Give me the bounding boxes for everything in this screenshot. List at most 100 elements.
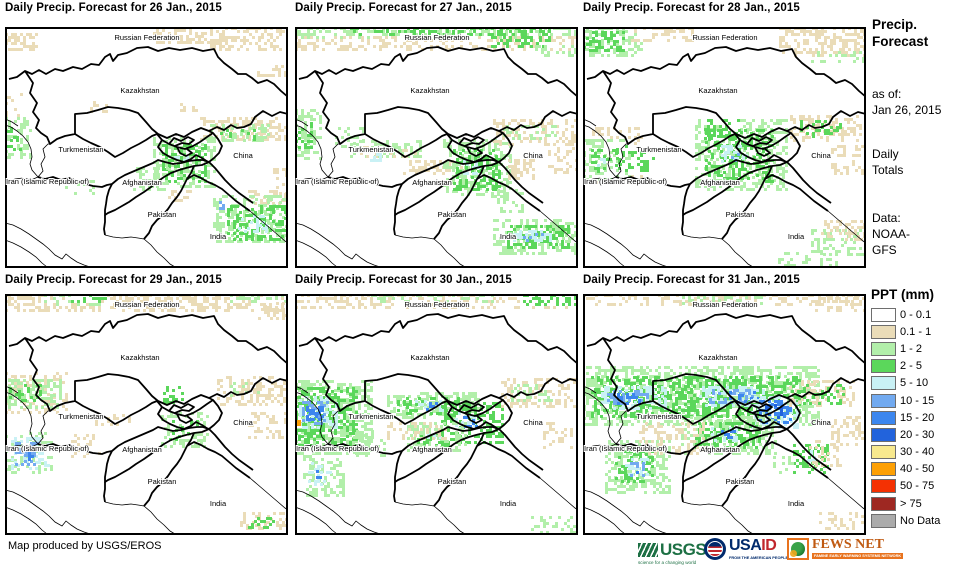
legend-row: 0.1 - 1 <box>871 323 940 340</box>
usgs-wave-icon <box>638 543 658 557</box>
country-label: Iran (Islamic Republic of) <box>6 444 89 453</box>
legend-swatch <box>871 427 896 442</box>
legend-row: 50 - 75 <box>871 478 940 495</box>
country-label: India <box>210 232 227 241</box>
legend-swatch <box>871 496 896 511</box>
country-label: Afghanistan <box>700 445 740 454</box>
country-label: Pakistan <box>726 210 755 219</box>
country-label: China <box>811 418 831 427</box>
legend-label: 20 - 30 <box>900 428 935 441</box>
legend-label: 0 - 0.1 <box>900 308 932 321</box>
usaid-text-id: ID <box>761 537 777 554</box>
legend-label: 5 - 10 <box>900 377 929 390</box>
country-label: Iran (Islamic Republic of) <box>6 177 89 186</box>
usaid-tagline: FROM THE AMERICAN PEOPLE <box>729 555 789 560</box>
data-source-label: Data: <box>872 211 901 225</box>
legend-swatch <box>871 513 896 528</box>
legend-swatch <box>871 445 896 460</box>
legend-swatch <box>871 410 896 425</box>
country-label: Pakistan <box>438 477 467 486</box>
legend-row: 20 - 30 <box>871 426 940 443</box>
legend-swatch <box>871 341 896 356</box>
fewsnet-globe-icon <box>787 538 809 560</box>
country-label: Afghanistan <box>700 178 740 187</box>
legend-label: 10 - 15 <box>900 394 935 407</box>
legend-row: 40 - 50 <box>871 461 940 478</box>
map-canvas-27jan: Russian Federation Kazakhstan Turkmenistan… <box>295 27 578 268</box>
country-label: Iran (Islamic Republic of) <box>584 444 667 453</box>
legend-swatch <box>871 359 896 374</box>
usaid-seal-icon <box>704 538 726 560</box>
map-canvas-26jan: Russian Federation Kazakhstan Turkmenistan… <box>5 27 288 268</box>
panel-title-31jan: Daily Precip. Forecast for 31 Jan., 2015 <box>583 274 800 286</box>
country-label: Turkmenistan <box>58 145 103 154</box>
country-label: India <box>500 499 517 508</box>
country-label: Russian Federation <box>692 300 757 309</box>
map-canvas-31jan: Russian Federation Kazakhstan Turkmenistan… <box>583 294 866 535</box>
country-label: India <box>788 499 805 508</box>
usgs-logo-text: USGS <box>660 540 707 559</box>
legend-label: No Data <box>900 514 941 527</box>
country-label: Iran (Islamic Republic of) <box>296 444 379 453</box>
country-label: Turkmenistan <box>58 412 103 421</box>
country-label: Pakistan <box>438 210 467 219</box>
precip-legend: 0 - 0.1 0.1 - 1 1 - 2 2 - 5 5 - 10 10 - 15 15 … <box>871 306 940 529</box>
country-label: Kazakhstan <box>410 353 449 362</box>
legend-label: 1 - 2 <box>900 342 923 355</box>
legend-row: 1 - 2 <box>871 340 940 357</box>
map-canvas-28jan: Russian Federation Kazakhstan Turkmenistan… <box>583 27 866 268</box>
legend-swatch <box>871 307 896 322</box>
country-label: Turkmenistan <box>636 412 681 421</box>
country-label: Afghanistan <box>122 445 162 454</box>
country-label: Afghanistan <box>412 445 452 454</box>
fewsnet-logo-text: FEWS NET <box>812 537 884 552</box>
legend-label: 50 - 75 <box>900 480 935 493</box>
country-label: China <box>233 151 253 160</box>
country-label: Russian Federation <box>114 33 179 42</box>
totals-line2: Totals <box>872 163 904 177</box>
sidebar-title-line2: Forecast <box>872 34 929 49</box>
country-label: Kazakhstan <box>120 353 159 362</box>
sidebar-title: Precip. Forecast <box>872 16 928 50</box>
panel-title-27jan: Daily Precip. Forecast for 27 Jan., 2015 <box>295 2 512 14</box>
panel-title-29jan: Daily Precip. Forecast for 29 Jan., 2015 <box>5 274 222 286</box>
as-of-date: Jan 26, 2015 <box>872 103 942 117</box>
country-label: India <box>788 232 805 241</box>
country-label: Afghanistan <box>412 178 452 187</box>
legend-title: PPT (mm) <box>871 287 935 302</box>
map-canvas-29jan: Russian Federation Kazakhstan Turkmenistan… <box>5 294 288 535</box>
legend-swatch <box>871 376 896 391</box>
country-label: Russian Federation <box>692 33 757 42</box>
usaid-logo: USAID FROM THE AMERICAN PEOPLE <box>704 538 788 560</box>
country-label: Kazakhstan <box>698 353 737 362</box>
country-label: Turkmenistan <box>348 145 393 154</box>
legend-label: > 75 <box>900 497 922 510</box>
country-label: Kazakhstan <box>698 86 737 95</box>
legend-row: 10 - 15 <box>871 392 940 409</box>
legend-label: 15 - 20 <box>900 411 935 424</box>
country-label: Pakistan <box>148 477 177 486</box>
country-label: Iran (Islamic Republic of) <box>296 177 379 186</box>
sidebar-title-line1: Precip. <box>872 17 918 32</box>
country-label: Afghanistan <box>122 178 162 187</box>
panel-title-26jan: Daily Precip. Forecast for 26 Jan., 2015 <box>5 2 222 14</box>
data-source-block: Data: NOAA- GFS <box>872 210 910 258</box>
legend-swatch <box>871 324 896 339</box>
country-label: India <box>210 499 227 508</box>
data-source-line1: NOAA- <box>872 227 911 241</box>
fewsnet-tagline: FAMINE EARLY WARNING SYSTEMS NETWORK <box>812 553 904 559</box>
legend-row: No Data <box>871 512 940 529</box>
data-source-line2: GFS <box>872 243 897 257</box>
map-credit: Map produced by USGS/EROS <box>8 540 162 552</box>
country-label: Kazakhstan <box>410 86 449 95</box>
usgs-logo: USGS science for a changing world <box>638 540 707 565</box>
legend-label: 40 - 50 <box>900 463 935 476</box>
legend-label: 2 - 5 <box>900 360 923 373</box>
country-label: Pakistan <box>148 210 177 219</box>
map-canvas-30jan: Russian Federation Kazakhstan Turkmenistan… <box>295 294 578 535</box>
as-of-label: as of: <box>872 87 902 101</box>
legend-row: 2 - 5 <box>871 358 940 375</box>
country-label: India <box>500 232 517 241</box>
country-label: China <box>811 151 831 160</box>
usaid-logo-text: USAID <box>729 538 788 554</box>
